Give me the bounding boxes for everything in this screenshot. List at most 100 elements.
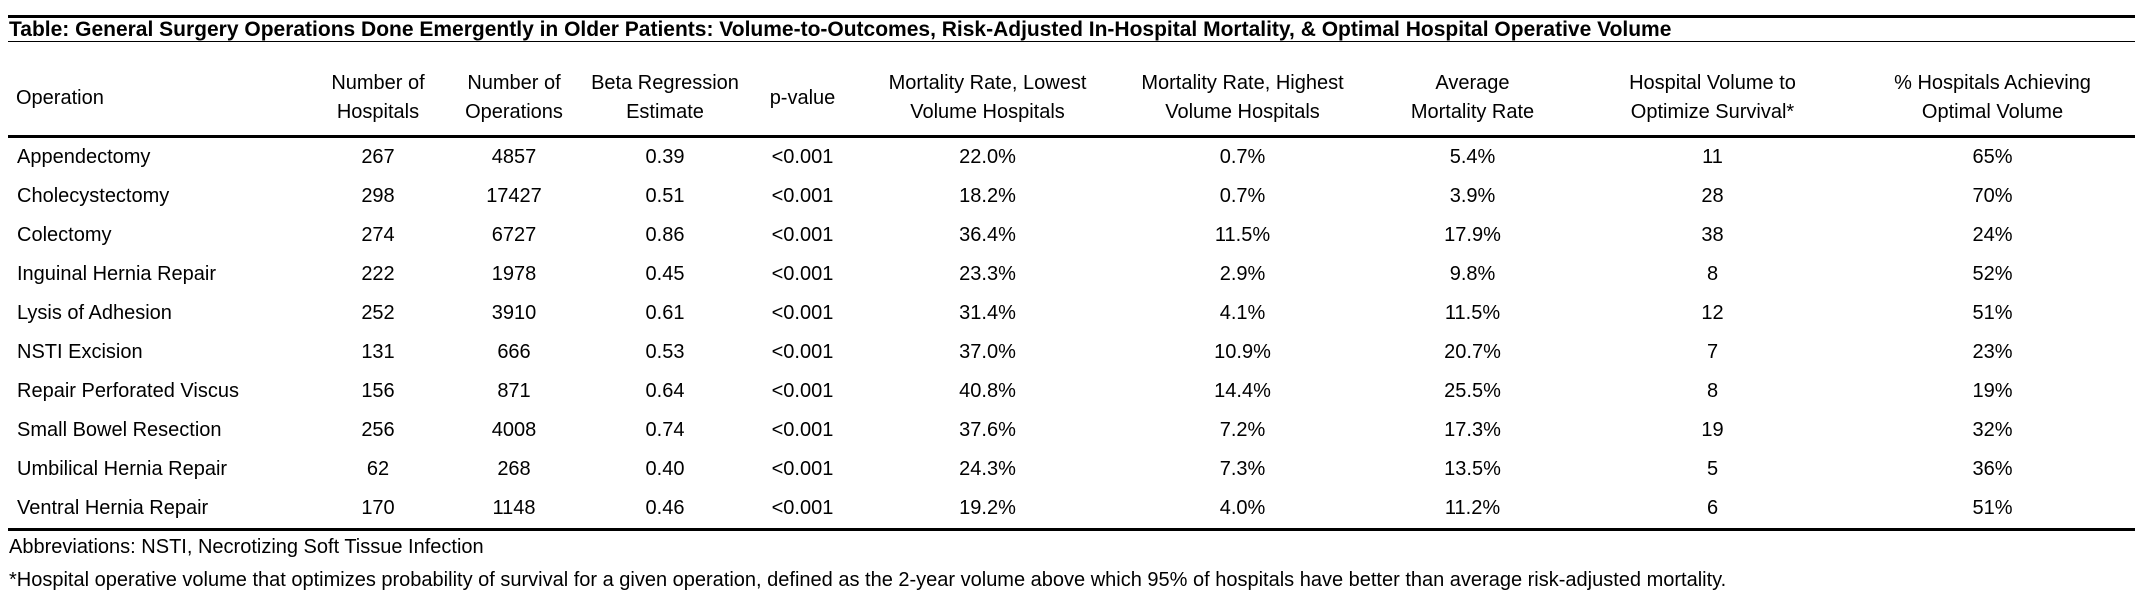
- cell-pct-achieving: 23%: [1972, 341, 2013, 363]
- header-average-mortality: Average Mortality Rate: [1370, 61, 1575, 138]
- cell-operation: Inguinal Hernia Repair: [17, 263, 217, 285]
- cell-p-value: <0.001: [771, 419, 834, 441]
- title-rule: [8, 15, 2135, 42]
- header-pct-achieving: % Hospitals Achieving Optimal Volume: [1850, 61, 2135, 138]
- cell-operation: Lysis of Adhesion: [17, 302, 172, 324]
- table-row: Cholecystectomy 298 17427 0.51 <0.001 18…: [8, 177, 2135, 216]
- cell-operations: 1978: [491, 263, 537, 285]
- cell-p-value: <0.001: [771, 146, 834, 168]
- cell-optimal-volume: 12: [1701, 302, 1724, 324]
- cell-operations: 871: [497, 380, 531, 402]
- cell-p-value: <0.001: [771, 302, 834, 324]
- table-title: Table: General Surgery Operations Done E…: [9, 18, 1672, 41]
- cell-hospitals: 274: [361, 224, 395, 246]
- cell-operation: Small Bowel Resection: [17, 419, 222, 441]
- cell-mortality-lowest: 36.4%: [959, 224, 1016, 246]
- cell-optimal-volume: 19: [1701, 419, 1724, 441]
- cell-average-mortality: 20.7%: [1444, 341, 1501, 363]
- cell-mortality-lowest: 37.0%: [959, 341, 1016, 363]
- cell-average-mortality: 13.5%: [1444, 458, 1501, 480]
- cell-optimal-volume: 5: [1706, 458, 1719, 480]
- cell-optimal-volume: 38: [1701, 224, 1724, 246]
- cell-operations: 1148: [443, 489, 585, 531]
- cell-pct-achieving: 36%: [1972, 458, 2013, 480]
- cell-operation: Umbilical Hernia Repair: [17, 458, 228, 480]
- cell-optimal-volume: 7: [1706, 341, 1719, 363]
- cell-average-mortality: 9.8%: [1449, 263, 1496, 285]
- cell-mortality-lowest: 23.3%: [959, 263, 1016, 285]
- cell-beta: 0.74: [645, 419, 685, 441]
- cell-hospitals: 222: [361, 263, 395, 285]
- cell-mortality-highest: 0.7%: [1219, 146, 1266, 168]
- cell-average-mortality: 11.2%: [1370, 489, 1575, 531]
- cell-beta: 0.40: [645, 458, 685, 480]
- header-mortality-highest: Mortality Rate, Highest Volume Hospitals: [1115, 61, 1370, 138]
- cell-average-mortality: 17.9%: [1444, 224, 1501, 246]
- cell-p-value: <0.001: [771, 185, 834, 207]
- cell-optimal-volume: 11: [1702, 146, 1723, 168]
- table-row: Appendectomy 267 4857 0.39 <0.001 22.0% …: [8, 137, 2135, 178]
- cell-average-mortality: 5.4%: [1449, 146, 1496, 168]
- cell-pct-achieving: 52%: [1972, 263, 2013, 285]
- cell-mortality-lowest: 19.2%: [860, 489, 1115, 531]
- cell-mortality-lowest: 31.4%: [959, 302, 1016, 324]
- asterisk-footnote: *Hospital operative volume that optimize…: [9, 569, 1727, 591]
- abbreviations-footnote: Abbreviations: NSTI, Necrotizing Soft Ti…: [9, 536, 484, 558]
- cell-hospitals: 62: [366, 458, 390, 480]
- table-row: Ventral Hernia Repair 170 1148 0.46 <0.0…: [8, 489, 2135, 531]
- cell-p-value: <0.001: [745, 489, 860, 531]
- cell-beta: 0.53: [645, 341, 685, 363]
- cell-beta: 0.64: [645, 380, 685, 402]
- cell-operations: 3910: [491, 302, 537, 324]
- cell-hospitals: 131: [361, 341, 395, 363]
- cell-operation: Colectomy: [17, 224, 112, 246]
- cell-operation: Appendectomy: [17, 146, 151, 168]
- cell-average-mortality: 11.5%: [1444, 302, 1501, 324]
- cell-mortality-highest: 0.7%: [1219, 185, 1266, 207]
- cell-pct-achieving: 70%: [1972, 185, 2013, 207]
- header-row: Operation Number of Hospitals Number of Op…: [8, 61, 2135, 138]
- cell-mortality-highest: 10.9%: [1214, 341, 1271, 363]
- cell-operations: 4008: [491, 419, 537, 441]
- table-row: Repair Perforated Viscus 156 871 0.64 <0…: [8, 372, 2135, 411]
- header-number-of-hospitals: Number of Hospitals: [313, 61, 443, 138]
- cell-operations: 268: [497, 458, 531, 480]
- cell-p-value: <0.001: [771, 380, 834, 402]
- header-number-of-operations: Number of Operations: [443, 61, 585, 138]
- cell-mortality-highest: 4.1%: [1219, 302, 1266, 324]
- cell-hospitals: 267: [361, 146, 395, 168]
- cell-beta: 0.45: [645, 263, 685, 285]
- header-optimal-volume: Hospital Volume to Optimize Survival*: [1575, 61, 1850, 138]
- cell-mortality-lowest: 37.6%: [959, 419, 1016, 441]
- table-row: NSTI Excision 131 666 0.53 <0.001 37.0% …: [8, 333, 2135, 372]
- cell-operations: 6727: [491, 224, 537, 246]
- cell-pct-achieving: 24%: [1972, 224, 2013, 246]
- cell-mortality-lowest: 40.8%: [959, 380, 1016, 402]
- cell-optimal-volume: 6: [1575, 489, 1850, 531]
- header-beta-estimate: Beta Regression Estimate: [585, 61, 745, 138]
- cell-p-value: <0.001: [771, 224, 834, 246]
- cell-hospitals: 298: [361, 185, 395, 207]
- table-row: Lysis of Adhesion 252 3910 0.61 <0.001 3…: [8, 294, 2135, 333]
- cell-mortality-lowest: 24.3%: [959, 458, 1016, 480]
- table-row: Colectomy 274 6727 0.86 <0.001 36.4% 11.…: [8, 216, 2135, 255]
- cell-p-value: <0.001: [771, 458, 834, 480]
- cell-pct-achieving: 51%: [1972, 302, 2013, 324]
- cell-operation: Cholecystectomy: [17, 185, 170, 207]
- table-row: Umbilical Hernia Repair 62 268 0.40 <0.0…: [8, 450, 2135, 489]
- cell-average-mortality: 3.9%: [1449, 185, 1496, 207]
- cell-operation: Repair Perforated Viscus: [17, 380, 239, 402]
- cell-optimal-volume: 8: [1706, 380, 1719, 402]
- cell-average-mortality: 17.3%: [1444, 419, 1501, 441]
- cell-mortality-highest: 7.2%: [1219, 419, 1266, 441]
- cell-mortality-lowest: 22.0%: [959, 146, 1016, 168]
- cell-p-value: <0.001: [771, 341, 834, 363]
- table-row: Small Bowel Resection 256 4008 0.74 <0.0…: [8, 411, 2135, 450]
- cell-beta: 0.86: [645, 224, 685, 246]
- cell-operations: 666: [497, 341, 531, 363]
- cell-operations: 4857: [491, 146, 537, 168]
- header-mortality-lowest: Mortality Rate, Lowest Volume Hospitals: [860, 61, 1115, 138]
- cell-mortality-highest: 14.4%: [1214, 380, 1271, 402]
- cell-optimal-volume: 28: [1701, 185, 1724, 207]
